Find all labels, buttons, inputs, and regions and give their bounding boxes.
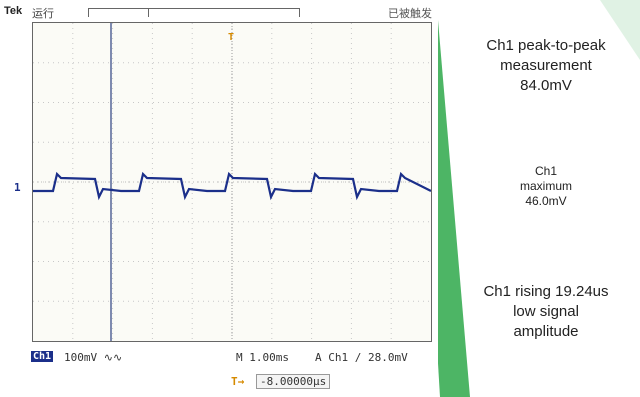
scope-settings-bar: Ch1 100mV ∿∿ M 1.00ms A Ch1 ∕ 28.0mV [0,345,438,367]
peak-to-peak-line2: measurement [500,57,592,74]
trigger-offset-icon: T→ [231,375,245,388]
horizontal-offset-row: T→ -8.00000μs [0,371,438,393]
brand-label: Tek [4,5,23,17]
maximum-line1: Ch1 [534,164,557,178]
rising-annotation: Ch1 rising 19.24us low signal amplitude [452,282,640,342]
channel1-trace [33,171,432,201]
rising-line2: low signal [513,303,579,320]
peak-to-peak-line1: Ch1 peak-to-peak [486,37,606,54]
vertical-scale: 100mV ∿∿ [64,351,123,364]
measurement-annotations: Ch1 peak-to-peak measurement 84.0mV Ch1 … [452,0,640,397]
run-status: 运行 [32,8,54,20]
timebase: M 1.00ms [236,351,289,364]
trigger-position-marker: T [228,32,235,43]
record-bracket-icon [88,8,149,17]
peak-to-peak-value: 84.0mV [520,77,572,94]
oscilloscope-screen: Tek 运行 已被触发 1 T Ch1 100mV ∿∿ M 1.00ms A … [0,0,438,393]
trigger-setting: A Ch1 ∕ 28.0mV [315,351,408,364]
maximum-annotation: Ch1 maximum 46.0mV [452,164,640,209]
maximum-line2: maximum [519,179,572,193]
trigger-status: 已被触发 [388,8,432,20]
rising-line3: amplitude [513,323,579,340]
graticule-lines [33,23,431,341]
channel-ground-marker: 1 [14,181,21,194]
rising-line1: Ch1 rising 19.24us [483,283,609,300]
waveform-graticule [32,22,432,342]
record-window-icon [148,8,300,17]
maximum-value: 46.0mV [525,194,567,208]
peak-to-peak-annotation: Ch1 peak-to-peak measurement 84.0mV [452,36,640,96]
scope-status-bar: Tek 运行 已被触发 [0,0,438,22]
horizontal-offset-value: -8.00000μs [256,374,331,389]
channel-badge: Ch1 [31,351,54,362]
waveform-plot [33,23,432,341]
